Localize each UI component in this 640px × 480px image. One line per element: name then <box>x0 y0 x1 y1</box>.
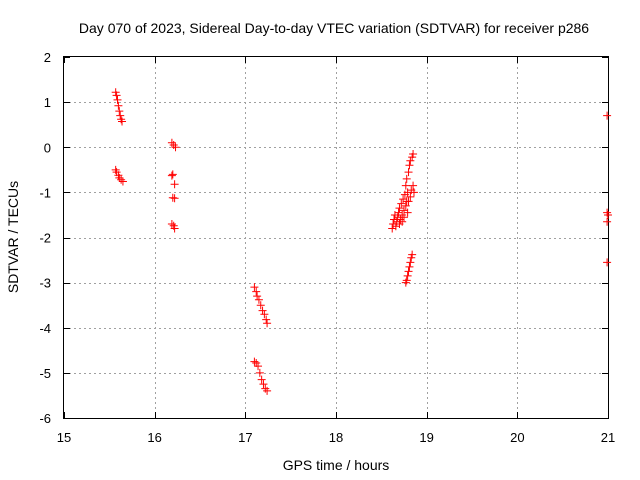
data-point <box>401 181 410 190</box>
data-point <box>168 170 177 179</box>
data-point <box>260 310 269 319</box>
data-point <box>403 271 412 280</box>
data-point <box>402 174 411 183</box>
data-point <box>404 168 413 177</box>
x-tick-label: 17 <box>238 430 252 445</box>
y-tick-label: 1 <box>44 95 51 110</box>
data-point <box>604 210 612 219</box>
data-point <box>171 143 180 152</box>
y-tick-label: -6 <box>39 411 51 426</box>
data-point <box>256 301 265 310</box>
data-point <box>113 95 122 104</box>
x-tick-label: 21 <box>601 430 615 445</box>
data-point <box>409 181 418 190</box>
data-points <box>111 88 612 395</box>
data-point <box>406 258 415 267</box>
data-point <box>406 156 415 165</box>
data-point <box>259 380 268 389</box>
x-tick-label: 19 <box>419 430 433 445</box>
y-tick-label: -5 <box>39 366 51 381</box>
y-axis-label: SDTVAR / TECUs <box>5 181 21 293</box>
data-point <box>257 375 266 384</box>
data-point <box>118 117 127 126</box>
y-tick-label: 0 <box>44 140 51 155</box>
chart-title: Day 070 of 2023, Sidereal Day-to-day VTE… <box>79 20 589 36</box>
data-point <box>405 161 414 170</box>
data-point <box>603 217 612 226</box>
data-point <box>253 292 262 301</box>
data-point <box>409 150 418 159</box>
data-point <box>603 111 612 120</box>
x-tick-label: 16 <box>147 430 161 445</box>
y-tick-label: -1 <box>39 185 51 200</box>
data-point <box>115 107 124 116</box>
data-point <box>262 315 271 324</box>
x-tick-label: 15 <box>57 430 71 445</box>
data-point <box>402 276 411 285</box>
data-point <box>401 201 410 210</box>
data-point <box>250 283 259 292</box>
data-point <box>404 267 413 276</box>
axis-ticks: 15 16 17 18 19 20 21 -6 -5 -4 -3 -2 -1 0 1 2 <box>39 50 615 445</box>
data-point <box>117 175 126 184</box>
data-point <box>170 224 179 233</box>
data-point <box>170 194 179 203</box>
data-point <box>118 177 127 186</box>
grid-lines <box>64 57 608 418</box>
data-point <box>406 192 415 201</box>
data-point <box>114 101 123 110</box>
data-point <box>397 199 406 208</box>
data-point <box>395 204 404 213</box>
data-point <box>400 213 408 222</box>
data-point <box>250 357 259 366</box>
x-tick-label: 20 <box>510 430 524 445</box>
data-point <box>255 368 264 377</box>
data-point <box>254 362 263 371</box>
y-tick-label: -3 <box>39 276 51 291</box>
data-point <box>403 208 412 217</box>
data-point <box>408 250 417 259</box>
x-tick-label: 18 <box>329 430 343 445</box>
data-point <box>167 171 176 180</box>
data-point <box>115 173 124 182</box>
data-point <box>252 287 261 296</box>
data-point <box>167 219 176 228</box>
data-point <box>112 91 121 100</box>
data-point <box>405 262 414 271</box>
plot-frame <box>63 56 609 419</box>
data-point <box>263 386 272 395</box>
data-point <box>404 197 413 206</box>
data-point <box>603 258 612 267</box>
data-point <box>258 306 267 315</box>
y-tick-label: -2 <box>39 231 51 246</box>
y-tick-label: -4 <box>39 321 51 336</box>
data-point <box>170 180 179 189</box>
data-point <box>409 188 418 197</box>
data-point <box>263 319 272 328</box>
data-point <box>254 295 263 304</box>
data-point <box>398 217 407 226</box>
y-tick-label: 2 <box>44 50 51 65</box>
data-point <box>116 111 125 120</box>
x-axis-label: GPS time / hours <box>283 457 390 473</box>
